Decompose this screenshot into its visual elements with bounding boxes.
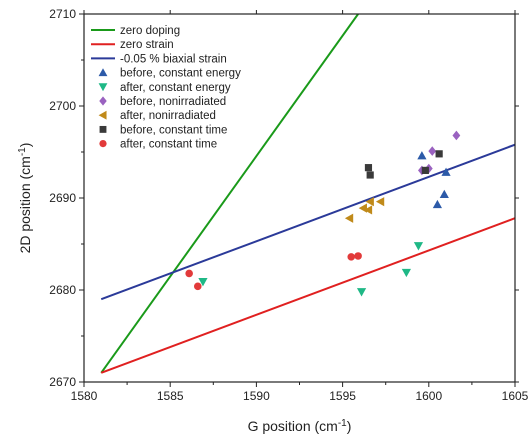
line-zero-doping (100, 14, 359, 374)
x-tick-label: 1580 (71, 389, 98, 403)
data-point-triangle-left (375, 197, 385, 207)
legend-label: before, nonirradiated (120, 96, 226, 108)
data-point-square (366, 171, 374, 179)
y-axis-label: 2D position (cm-1) (17, 143, 33, 254)
x-tick-label: 1600 (415, 389, 442, 403)
legend-label: zero strain (120, 39, 174, 51)
data-point-circle (194, 282, 202, 291)
data-point-triangle-down (198, 278, 208, 287)
y-axis-ticks: 2670 2680 2690 2700 2710 (49, 7, 519, 389)
legend-marker-triangle-left (98, 110, 107, 120)
y-tick-label: 2690 (49, 191, 76, 205)
legend-label: after, constant energy (120, 82, 231, 94)
legend-label: after, constant time (120, 139, 217, 151)
y-tick-label: 2680 (49, 283, 76, 297)
x-tick-label: 1585 (157, 389, 184, 403)
legend-marker-circle (99, 139, 107, 148)
legend: zero doping zero strain -0.05 % biaxial st… (91, 25, 241, 151)
data-point-triangle-up (432, 199, 443, 209)
y-tick-label: 2700 (49, 99, 76, 113)
x-axis-label-unit: -1 (338, 418, 347, 429)
x-tick-label: 1590 (243, 389, 270, 403)
data-point-circle (354, 252, 362, 260)
data-point-triangle-up (417, 151, 427, 160)
x-axis-label: G position (cm-1) (248, 418, 352, 434)
line-zero-strain (100, 217, 515, 374)
y-axis-label-unit: -1 (17, 147, 28, 156)
data-point-diamond (428, 146, 437, 156)
data-point-square (364, 164, 373, 172)
data-point-triangle-up (439, 189, 449, 198)
y-tick-label: 2670 (49, 375, 76, 389)
legend-label: before, constant time (120, 124, 227, 136)
y-axis-label-close: ) (17, 143, 33, 148)
y-axis-label-text: 2D position (cm (17, 156, 33, 253)
data-point-triangle-up (441, 167, 451, 176)
data-point-circle (185, 269, 193, 278)
x-axis-ticks: 1580 1585 1590 1595 1600 1605 (71, 10, 529, 403)
x-tick-label: 1595 (329, 389, 356, 403)
x-axis-label-close: ) (347, 418, 352, 434)
x-tick-label: 1605 (502, 389, 529, 403)
data-point-square (421, 166, 429, 174)
legend-marker-diamond (99, 96, 107, 106)
data-points (185, 130, 461, 297)
data-point-triangle-down (356, 288, 367, 297)
data-point-triangle-left (344, 213, 354, 223)
legend-label: before, constant energy (120, 68, 241, 80)
legend-marker-triangle-down (98, 83, 108, 92)
data-point-triangle-left (358, 203, 367, 213)
data-point-square (435, 150, 443, 158)
y-tick-label: 2710 (49, 7, 76, 21)
legend-label: zero doping (120, 25, 180, 37)
legend-marker-square (99, 125, 107, 133)
x-axis-label-text: G position (cm (248, 418, 338, 434)
data-point-triangle-down (413, 242, 424, 251)
line-0-05-biaxial-strain (100, 143, 515, 301)
data-point-circle (347, 253, 355, 261)
data-point-diamond (452, 130, 461, 141)
legend-marker-triangle-up (98, 68, 108, 77)
legend-label: -0.05 % biaxial strain (120, 53, 227, 65)
legend-label: after, nonirradiated (120, 110, 216, 122)
data-point-triangle-left (363, 205, 373, 215)
data-point-triangle-down (401, 268, 411, 278)
data-point-triangle-left (365, 197, 374, 207)
